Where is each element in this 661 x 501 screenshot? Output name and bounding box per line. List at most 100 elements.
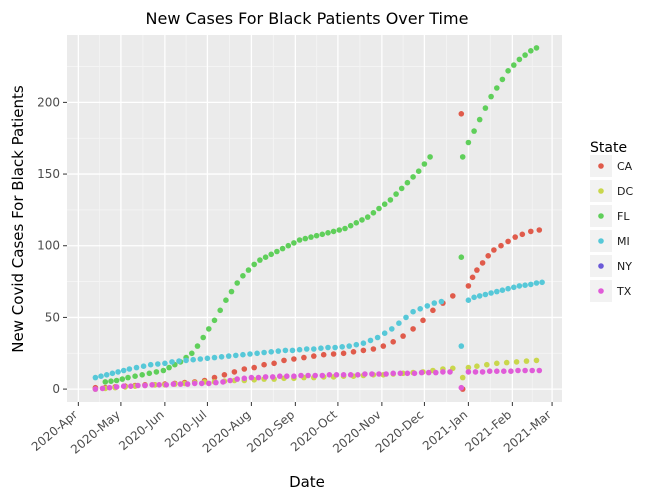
data-point-tx bbox=[227, 377, 233, 384]
data-point-tx bbox=[120, 383, 127, 390]
data-point-mi bbox=[218, 354, 225, 360]
data-point-mi bbox=[233, 352, 239, 359]
data-point-fl bbox=[291, 240, 297, 246]
data-point-dc bbox=[523, 358, 530, 364]
data-point-ca bbox=[390, 339, 397, 345]
data-point-tx bbox=[501, 368, 507, 375]
data-point-tx bbox=[383, 371, 389, 377]
data-point-ca bbox=[536, 227, 543, 233]
data-point-fl bbox=[482, 105, 489, 111]
data-point-mi bbox=[539, 279, 545, 286]
data-point-mi bbox=[488, 290, 494, 296]
data-point-tx bbox=[156, 382, 162, 388]
data-point-tx bbox=[433, 369, 439, 376]
data-point-fl bbox=[347, 222, 354, 229]
data-point-mi bbox=[92, 374, 99, 381]
data-point-mi bbox=[147, 361, 154, 368]
data-point-fl bbox=[296, 237, 303, 243]
data-point-tx bbox=[522, 367, 528, 374]
data-point-ca bbox=[458, 111, 465, 117]
data-point-tx bbox=[326, 372, 333, 378]
data-point-tx bbox=[213, 379, 219, 386]
data-point-mi bbox=[254, 350, 260, 357]
data-point-mi bbox=[311, 346, 317, 352]
data-point-tx bbox=[369, 371, 375, 377]
data-point-mi bbox=[332, 344, 338, 351]
data-point-tx bbox=[479, 369, 486, 375]
data-point-mi bbox=[381, 330, 388, 337]
data-point-tx bbox=[536, 367, 543, 374]
data-point-dc bbox=[503, 359, 510, 366]
data-point-fl bbox=[458, 254, 465, 260]
data-point-ca bbox=[291, 356, 297, 362]
data-point-ca bbox=[400, 333, 406, 339]
data-point-tx bbox=[220, 379, 226, 385]
data-point-tx bbox=[355, 372, 361, 378]
data-point-fl bbox=[113, 377, 120, 384]
y-axis-title: New Covid Cases For Black Patients bbox=[9, 85, 27, 353]
data-point-mi bbox=[115, 369, 121, 375]
data-point-mi bbox=[528, 281, 534, 288]
data-point-fl bbox=[308, 234, 314, 240]
data-point-mi bbox=[261, 349, 267, 356]
data-point-mi bbox=[465, 297, 472, 304]
data-point-tx bbox=[269, 374, 276, 380]
x-tick-label: 2021-Jan bbox=[420, 408, 470, 453]
data-point-tx bbox=[191, 380, 198, 387]
data-point-fl bbox=[330, 228, 337, 235]
data-point-fl bbox=[505, 68, 511, 74]
data-point-fl bbox=[398, 185, 405, 192]
data-point-fl bbox=[257, 257, 263, 263]
data-point-dc bbox=[513, 359, 520, 365]
legend-item-mi: MI bbox=[590, 230, 630, 252]
data-point-ca bbox=[380, 343, 387, 349]
data-point-ca bbox=[320, 351, 327, 358]
data-point-fl bbox=[302, 235, 309, 242]
data-point-dc bbox=[465, 364, 472, 371]
data-point-tx bbox=[347, 372, 354, 378]
data-point-fl bbox=[381, 201, 388, 207]
data-point-ca bbox=[479, 260, 486, 266]
data-point-fl bbox=[268, 251, 275, 258]
data-point-ca bbox=[340, 350, 347, 357]
data-point-mi bbox=[109, 370, 116, 377]
data-point-ca bbox=[261, 361, 267, 368]
data-point-fl bbox=[404, 179, 411, 186]
data-point-mi bbox=[98, 373, 104, 380]
data-point-tx bbox=[142, 382, 148, 389]
data-point-fl bbox=[217, 307, 223, 314]
y-tick-label: 0 bbox=[52, 382, 60, 396]
data-point-fl bbox=[313, 232, 320, 239]
data-point-fl bbox=[421, 161, 428, 167]
data-point-fl bbox=[153, 369, 160, 375]
data-point-tx bbox=[425, 369, 432, 376]
data-point-fl bbox=[132, 373, 138, 380]
data-point-fl bbox=[160, 367, 167, 374]
data-point-tx bbox=[494, 368, 500, 375]
data-point-mi bbox=[197, 356, 204, 362]
data-point-tx bbox=[508, 368, 514, 375]
x-tick-label: 2020-Jun bbox=[116, 408, 167, 454]
data-point-mi bbox=[353, 341, 360, 348]
data-point-fl bbox=[223, 297, 229, 304]
data-point-mi bbox=[522, 282, 528, 289]
data-point-tx bbox=[397, 370, 404, 377]
data-point-tx bbox=[284, 373, 290, 380]
data-point-fl bbox=[410, 174, 416, 180]
data-point-fl bbox=[427, 154, 433, 160]
data-point-tx bbox=[404, 370, 411, 377]
data-point-mi bbox=[396, 320, 402, 327]
data-point-mi bbox=[240, 351, 246, 358]
y-axis: 0 50 100 150 200 bbox=[37, 95, 67, 396]
y-tick-label: 200 bbox=[37, 95, 60, 109]
data-point-tx bbox=[333, 372, 340, 378]
data-point-tx bbox=[486, 368, 493, 375]
data-point-ca bbox=[474, 267, 480, 273]
data-point-ca bbox=[251, 364, 257, 371]
data-point-fl bbox=[245, 267, 252, 273]
data-point-mi bbox=[303, 346, 310, 352]
data-point-fl bbox=[393, 191, 399, 197]
data-point-mi bbox=[318, 345, 324, 352]
y-tick-label: 150 bbox=[37, 167, 60, 181]
